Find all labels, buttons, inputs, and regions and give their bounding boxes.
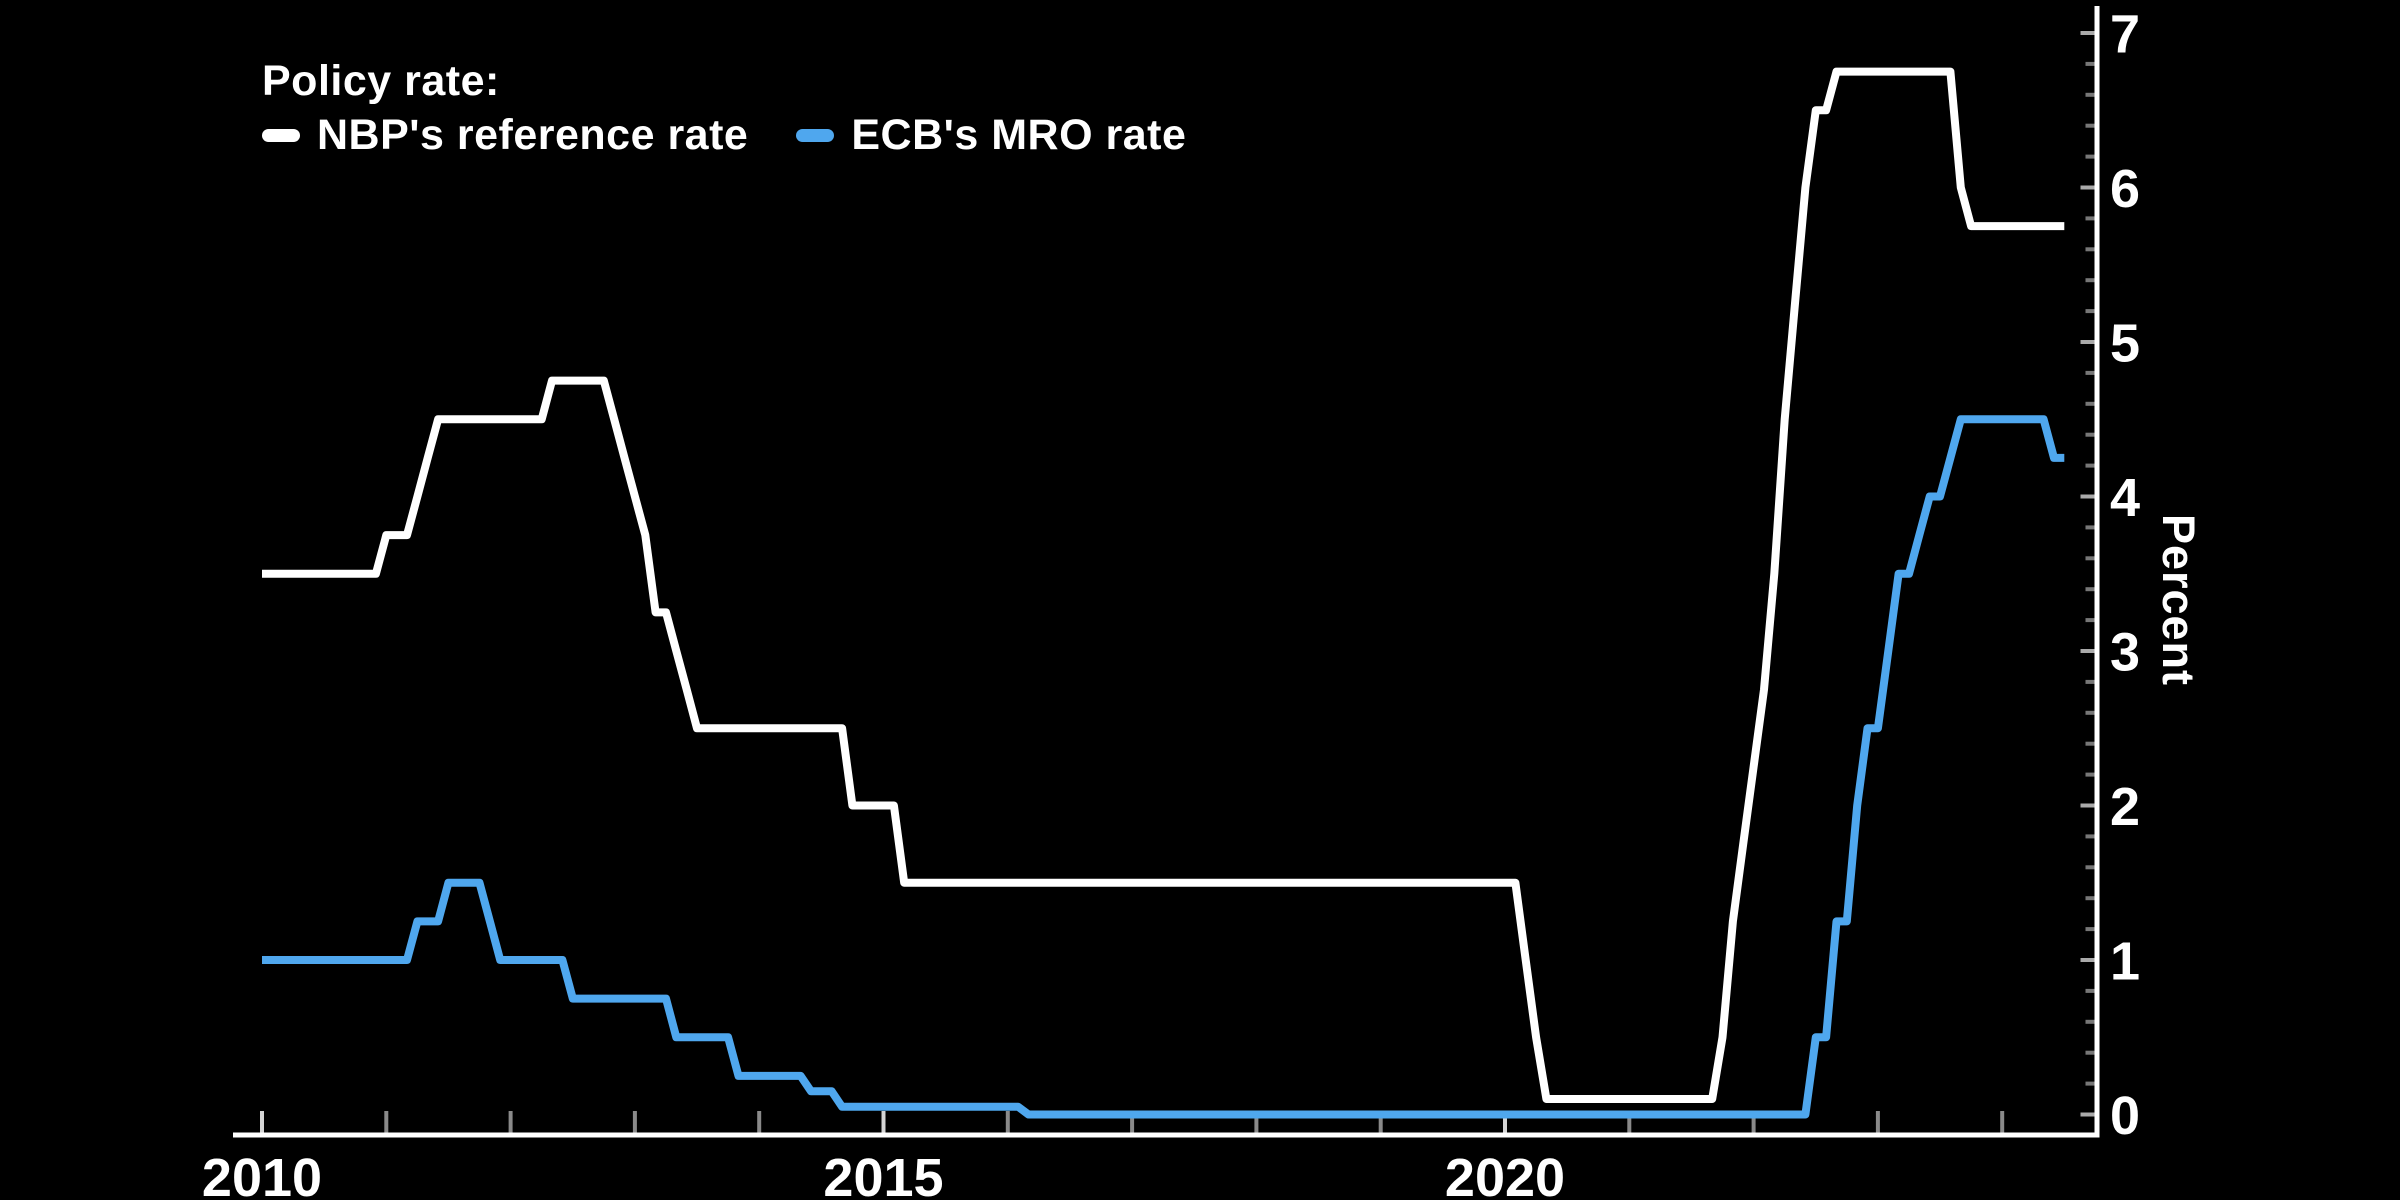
legend-row: NBP's reference rate ECB's MRO rate bbox=[262, 110, 1234, 160]
series-lines bbox=[262, 67, 2065, 1119]
y-tick-label: 3 bbox=[2110, 622, 2140, 682]
y-axis-title: Percent bbox=[2153, 514, 2204, 686]
legend-item-ecb: ECB's MRO rate bbox=[796, 110, 1186, 160]
ecb-line-swatch-icon bbox=[796, 128, 835, 142]
y-tick-label: 1 bbox=[2110, 931, 2140, 991]
legend-label-nbp: NBP's reference rate bbox=[317, 111, 749, 159]
y-tick-label: 6 bbox=[2110, 159, 2140, 219]
x-tick-label: 2015 bbox=[823, 1148, 943, 1200]
nbp-reference-rate-line bbox=[262, 67, 2065, 1103]
legend: Policy rate: NBP's reference rate ECB's … bbox=[262, 56, 1234, 160]
x-tick-label: 2020 bbox=[1445, 1148, 1565, 1200]
y-tick-label: 0 bbox=[2110, 1086, 2140, 1146]
legend-label-ecb: ECB's MRO rate bbox=[851, 111, 1187, 159]
nbp-line-swatch-icon bbox=[262, 128, 300, 142]
x-axis: 2010 2015 2020 bbox=[202, 1111, 2100, 1200]
y-tick-label: 4 bbox=[2110, 468, 2140, 528]
ecb-mro-rate-line bbox=[262, 415, 2065, 1119]
legend-title: Policy rate: bbox=[262, 57, 500, 105]
y-tick-label: 5 bbox=[2110, 313, 2140, 373]
y-axis: 0 1 2 3 4 5 6 7 Percent bbox=[2080, 4, 2204, 1146]
y-tick-label: 7 bbox=[2110, 4, 2140, 64]
y-tick-label: 2 bbox=[2110, 777, 2140, 837]
x-tick-label: 2010 bbox=[202, 1148, 322, 1200]
legend-item-nbp: NBP's reference rate bbox=[262, 110, 748, 160]
